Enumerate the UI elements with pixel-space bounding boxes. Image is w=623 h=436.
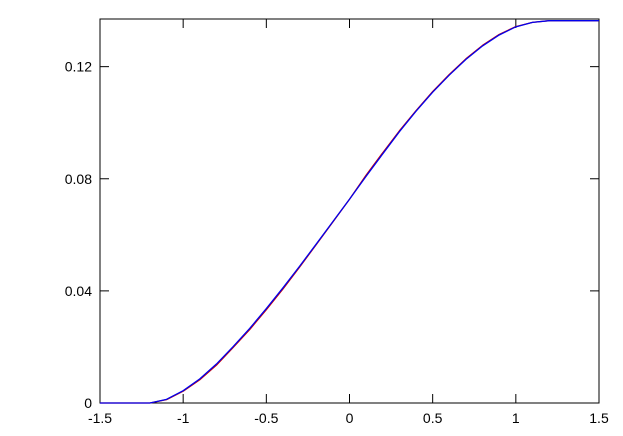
x-tick-label: -1.5: [88, 410, 112, 426]
y-tick-label: 0.08: [65, 171, 92, 187]
series-line-1: [100, 20, 599, 404]
x-tick-label: -1: [177, 410, 190, 426]
x-tick-label: -0.5: [254, 410, 278, 426]
y-tick-label: 0.04: [65, 283, 92, 299]
tick-labels: -1.5 -1 -0.5 0 0.5 1 1.5 0 0.04 0.08 0.12: [65, 59, 609, 426]
plot-frame: [99, 18, 600, 404]
series-line-2: [100, 20, 599, 404]
y-tick-label: 0: [84, 395, 92, 411]
x-tick-label: 0.5: [423, 410, 443, 426]
x-tick-label: 0: [346, 410, 354, 426]
y-tick-label: 0.12: [65, 59, 92, 75]
x-tick-label: 1: [512, 410, 520, 426]
axis-ticks: [99, 19, 600, 404]
series-lines: [100, 20, 599, 404]
x-tick-label: 1.5: [589, 410, 609, 426]
